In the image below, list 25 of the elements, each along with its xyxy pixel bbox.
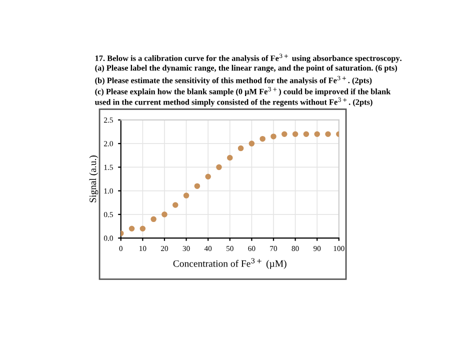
point [314,131,320,137]
point [292,131,298,137]
point [140,226,146,232]
text: (c) Please explain how the blank sample (0 µM Fe$^{3+}$) could be improved if the blank used in the current method simply consisted of the regents without Fe$^{3+}$. (2pts) [94,86,391,107]
chart-title: 17. Below is a calibration curve for the analysis of Fe$^{3+}$ using absorbance spectroscopy. [95,54,402,63]
point [260,136,266,142]
point [270,134,276,140]
point [162,212,168,218]
text: (b) Please estimate the sensitivity of this method for the analysis of Fe$^{3+}$. (2pts) [95,76,372,85]
x-axis-title: Concentration of Fe$^{3+}$ (µM) [173,258,286,269]
point [205,174,211,180]
point [282,131,288,137]
point [150,216,156,222]
point [216,164,222,170]
text: (a) Please label the dynamic range, the linear range, and the point of saturation. (6 pts) [95,64,398,72]
point [303,131,310,137]
y-axis-title: Signal (a.u.) [89,156,98,202]
point [172,202,178,208]
point [248,140,255,146]
point [238,145,244,152]
point [194,183,200,189]
point [128,226,135,232]
point [183,192,190,198]
point [325,131,331,137]
point [227,154,233,161]
